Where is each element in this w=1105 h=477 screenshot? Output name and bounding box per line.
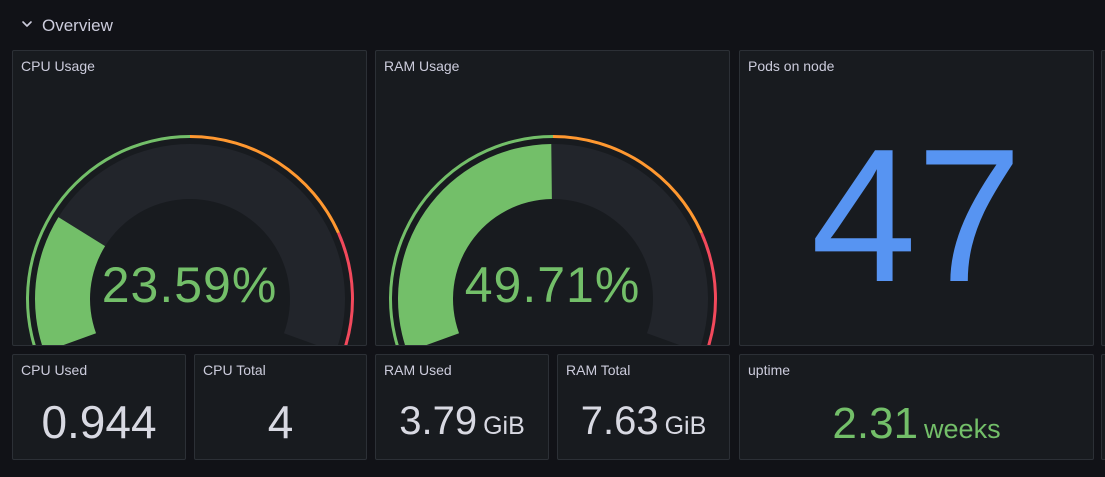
- value-number: 4: [267, 396, 294, 448]
- threshold-orange-band: [553, 135, 703, 234]
- panel-title[interactable]: uptime: [748, 362, 791, 378]
- value-number: 7.63: [580, 399, 659, 443]
- cpu-total-value: 4: [195, 395, 366, 449]
- value-unit: weeks: [924, 414, 1001, 444]
- ram-used-panel[interactable]: RAM Used 3.79 GiB: [375, 354, 549, 460]
- row-header-overview[interactable]: Overview: [0, 0, 1105, 50]
- uptime-panel[interactable]: uptime 2.31 weeks: [739, 354, 1094, 460]
- panel-title[interactable]: Pods on node: [748, 58, 835, 74]
- value-number: 3.79: [399, 399, 478, 443]
- threshold-red-band: [337, 232, 354, 345]
- cpu-used-panel[interactable]: CPU Used 0.944: [12, 354, 186, 460]
- value-number: 2.31: [832, 399, 919, 448]
- offscreen-panel[interactable]: [1101, 354, 1105, 460]
- ram-total-value: 7.63 GiB: [558, 399, 729, 444]
- pods-count-value: 47: [810, 110, 1023, 322]
- ram-usage-value: 49.71%: [464, 257, 641, 313]
- value-unit: GiB: [483, 412, 525, 440]
- panel-title[interactable]: RAM Usage: [384, 58, 460, 74]
- cpu-usage-panel[interactable]: CPU Usage 23.59%: [12, 50, 367, 346]
- row-title[interactable]: Overview: [42, 16, 113, 35]
- value-unit: GiB: [664, 412, 707, 440]
- offscreen-panel[interactable]: [1101, 50, 1105, 346]
- ram-usage-gauge: [389, 135, 717, 345]
- cpu-total-panel[interactable]: CPU Total 4: [194, 354, 367, 460]
- cpu-used-value: 0.944: [13, 395, 185, 449]
- panel-title[interactable]: CPU Used: [21, 362, 88, 378]
- uptime-value: 2.31 weeks: [740, 399, 1093, 449]
- pods-on-node-panel[interactable]: Pods on node 47: [739, 50, 1094, 346]
- cpu-usage-value: 23.59%: [101, 257, 278, 313]
- threshold-red-band: [700, 232, 717, 345]
- panel-title[interactable]: RAM Total: [566, 362, 631, 378]
- panel-title[interactable]: CPU Usage: [21, 58, 95, 74]
- value-number: 0.944: [41, 396, 157, 448]
- panel-title[interactable]: CPU Total: [203, 362, 266, 378]
- ram-usage-panel[interactable]: RAM Usage 49.71%: [375, 50, 730, 346]
- cpu-usage-gauge: [26, 135, 354, 345]
- gauge-value-fill: [35, 217, 106, 345]
- gauge-track: [35, 143, 345, 345]
- ram-used-value: 3.79 GiB: [376, 399, 548, 444]
- threshold-orange-band: [190, 135, 340, 234]
- panel-title[interactable]: RAM Used: [384, 362, 452, 378]
- chevron-down-icon[interactable]: [20, 17, 34, 31]
- gauge-value-fill: [398, 144, 552, 345]
- ram-total-panel[interactable]: RAM Total 7.63 GiB: [557, 354, 730, 460]
